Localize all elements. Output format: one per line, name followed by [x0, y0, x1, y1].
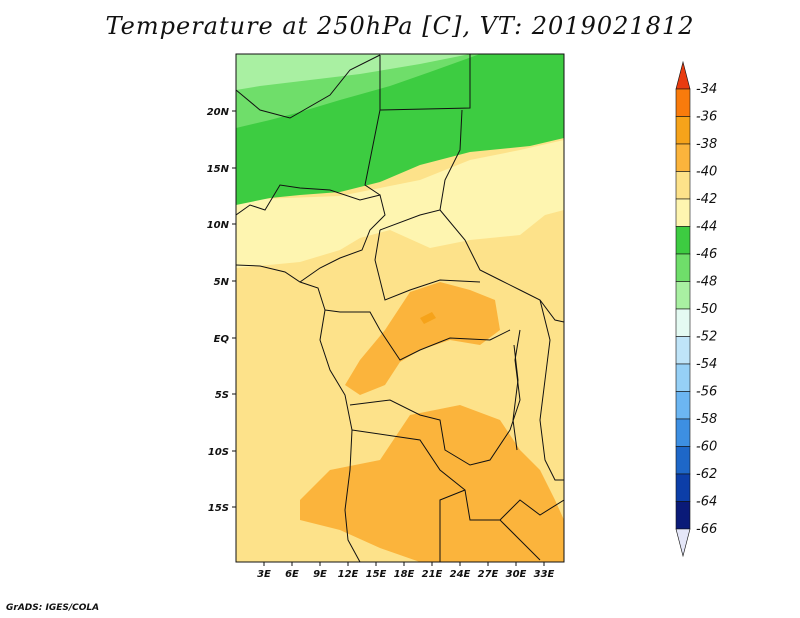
- map-borders: [236, 54, 564, 562]
- lon-tick-label: 6E: [285, 569, 299, 580]
- colorbar-label: -40: [696, 165, 717, 180]
- lat-tick-label: 15N: [207, 164, 230, 175]
- colorbar-label: -44: [696, 220, 717, 235]
- colorbar-swatch: [675, 88, 691, 117]
- lat-tick-label: 20N: [207, 107, 230, 118]
- colorbar-label: -46: [696, 247, 717, 262]
- lon-tick-label: 3E: [257, 569, 271, 580]
- field-minus48: [236, 54, 470, 90]
- field-minus38-angola: [300, 405, 564, 562]
- colorbar-swatch: [675, 281, 691, 310]
- lat-tick-label: 5N: [214, 277, 230, 288]
- colorbar-swatch: [675, 308, 691, 337]
- map-frame: [235, 53, 565, 563]
- lat-tick-label: 5S: [215, 390, 229, 401]
- lat-tick-labels: 20N 15N 10N 5N EQ 5S 10S 15S: [207, 107, 230, 514]
- lon-tick-label: 30E: [506, 569, 527, 580]
- colorbar-label: -52: [696, 330, 717, 345]
- colorbar-swatch: [675, 446, 691, 475]
- colorbar-swatch: [675, 418, 691, 447]
- field-minus38-congo: [345, 282, 500, 395]
- colorbar-bottom-arrow: [675, 528, 691, 558]
- lat-tick-label: 10S: [208, 447, 229, 458]
- lon-tick-label: 27E: [478, 569, 499, 580]
- colorbar-swatch: [675, 143, 691, 172]
- colorbar-swatch: [675, 198, 691, 227]
- axis-ticks: [232, 110, 545, 566]
- lon-tick-label: 9E: [313, 569, 327, 580]
- colorbar-swatch: [675, 391, 691, 420]
- colorbar-label: -34: [696, 82, 717, 97]
- colorbar-label: -50: [696, 302, 717, 317]
- colorbar-label: -60: [696, 440, 717, 455]
- colorbar-swatch: [675, 253, 691, 282]
- colorbar-swatch: [675, 363, 691, 392]
- colorbar-label: -36: [696, 110, 717, 125]
- lat-tick-label: 15S: [208, 503, 229, 514]
- colorbar-label: -56: [696, 385, 717, 400]
- colorbar-label: -66: [696, 522, 717, 537]
- colorbar-swatch: [675, 171, 691, 200]
- credit-text: GrADS: IGES/COLA: [6, 603, 100, 613]
- colorbar-label: -54: [696, 357, 717, 372]
- lon-tick-label: 21E: [422, 569, 443, 580]
- colorbar-swatch: [675, 336, 691, 365]
- lon-tick-label: 15E: [366, 569, 387, 580]
- lon-tick-labels: 3E 6E 9E 12E 15E 18E 21E 24E 27E 30E 33E: [257, 569, 554, 580]
- colorbar-label: -48: [696, 275, 717, 290]
- lon-tick-label: 18E: [394, 569, 415, 580]
- lon-tick-label: 12E: [338, 569, 359, 580]
- field-minus42: [236, 140, 564, 268]
- colorbar-swatch: [675, 501, 691, 530]
- colorbar-swatch: [675, 226, 691, 255]
- colorbar-label: -38: [696, 137, 717, 152]
- colorbar: -34 -36 -38 -40 -42 -44 -46 -48 -50 -52 -54 -56 -58 -…: [675, 60, 717, 558]
- colorbar-label: -58: [696, 412, 717, 427]
- colorbar-label: -64: [696, 495, 717, 510]
- lon-tick-label: 24E: [450, 569, 471, 580]
- map-title: Temperature at 250hPa [C], VT: 201902181…: [105, 12, 695, 40]
- lat-tick-label: 10N: [207, 220, 230, 231]
- temperature-field: [236, 54, 564, 562]
- field-minus36-spot: [420, 312, 436, 324]
- colorbar-swatch: [675, 116, 691, 145]
- colorbar-label: -42: [696, 192, 717, 207]
- colorbar-label: -62: [696, 467, 717, 482]
- lat-tick-label: EQ: [214, 334, 230, 345]
- colorbar-top-arrow: [675, 60, 691, 90]
- lon-tick-label: 33E: [534, 569, 555, 580]
- colorbar-swatch: [675, 473, 691, 502]
